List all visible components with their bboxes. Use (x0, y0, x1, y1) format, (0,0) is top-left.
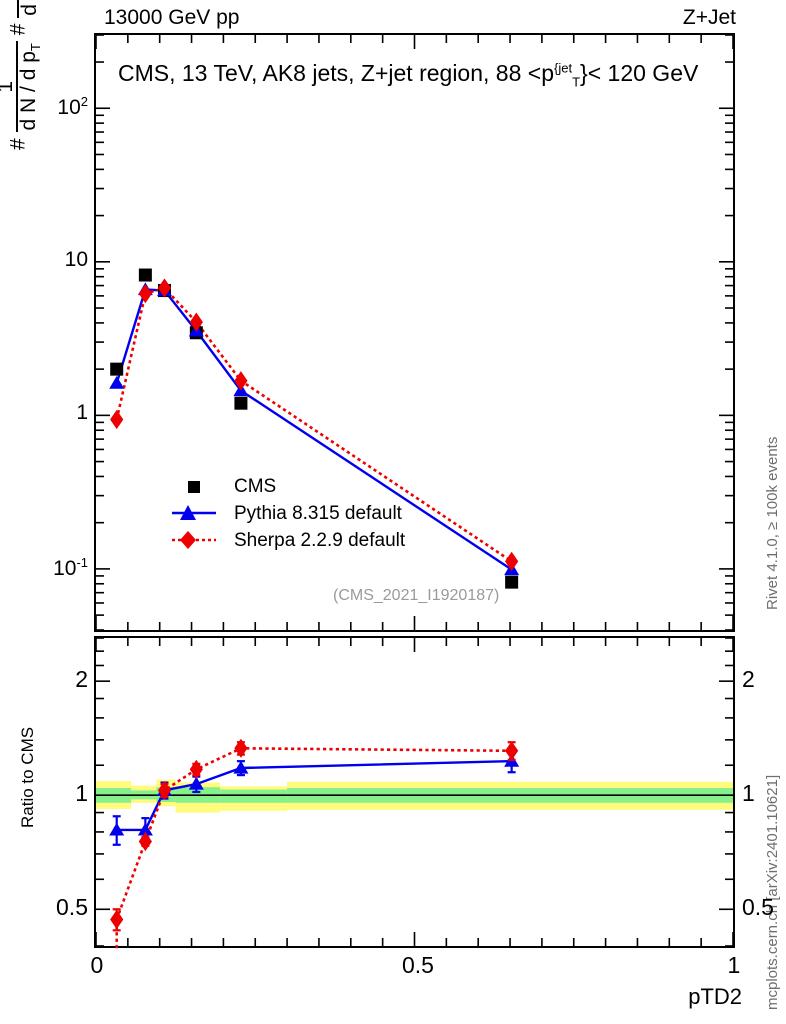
ratio-data-point-1-5 (505, 741, 519, 761)
y-tick-label-ratio-right-0: 2 (742, 666, 755, 693)
y-tick-label-ratio-right-1: 1 (742, 780, 755, 807)
y-tick-label-ratio-right-2: 0.5 (742, 894, 774, 921)
y-tick-label-ratio-left-2: 0.5 (56, 894, 88, 921)
plot-title: CMS, 13 TeV, AK8 jets, Z+jet region, 88 … (118, 60, 698, 90)
main-data-point-2-3 (189, 312, 203, 332)
ratio-green-band (220, 789, 288, 803)
main-series-line-2 (115, 286, 513, 563)
main-series-line-1 (115, 288, 513, 571)
ratio-data-point-1-1 (138, 831, 152, 852)
ratio-data-point-0-1 (137, 822, 153, 836)
ratio-series-line-1 (115, 746, 512, 920)
ratio-series-line-0 (116, 759, 512, 832)
legend-label-cms: CMS (234, 476, 277, 497)
ratio-data-point-0-3 (188, 776, 204, 790)
legend-label-sherpa: Sherpa 2.2.9 default (234, 530, 406, 551)
analysis-watermark: (CMS_2021_I1920187) (333, 587, 500, 604)
main-data-point-0-0 (110, 362, 124, 376)
x-tick-label-0: 0 (90, 952, 104, 978)
ratio-data-point-0-0 (109, 822, 125, 836)
ratio-data-point-0-4 (233, 760, 249, 774)
process-label: Z+Jet (682, 6, 736, 29)
x-tick-label-1: 0.5 (402, 952, 434, 978)
main-data-point-2-5 (505, 551, 519, 571)
main-data-point-0-1 (138, 268, 152, 282)
plot-title-sub: T (572, 74, 581, 90)
legend-marker-sherpa (172, 531, 216, 549)
main-data-point-2-4 (234, 371, 248, 391)
beam-energy-label: 13000 GeV pp (104, 6, 240, 29)
x-axis-title: pTD2 (688, 984, 742, 1009)
main-data-point-2-1 (138, 284, 152, 304)
ratio-data-point-1-3 (189, 759, 203, 779)
plot-title-tail: }< 120 GeV (580, 60, 699, 86)
legend-marker-cms (188, 481, 200, 493)
plot-title-sup: {jet (554, 60, 573, 76)
x-tick-label-2: 1 (727, 952, 741, 978)
main-data-point-0-5 (505, 575, 519, 589)
main-data-point-2-2 (157, 278, 172, 298)
main-data-point-0-4 (234, 396, 248, 410)
main-data-point-2-0 (110, 409, 124, 430)
y-tick-label-ratio-left-1: 1 (75, 780, 88, 807)
y-tick-label-main-1: 10 (64, 247, 88, 271)
legend-label-pythia: Pythia 8.315 default (234, 503, 402, 524)
main-data-point-1-0 (109, 375, 125, 389)
y-tick-label-ratio-left-0: 2 (75, 666, 88, 693)
ratio-data-point-1-4 (234, 738, 248, 758)
plot-title-main: CMS, 13 TeV, AK8 jets, Z+jet region, 88 … (118, 60, 554, 86)
legend-marker-pythia (172, 505, 216, 520)
ratio-data-point-1-2 (157, 780, 172, 800)
y-tick-label-main-0: 102 (57, 94, 88, 120)
y-tick-label-main-3: 10-1 (53, 554, 88, 580)
y-tick-label-main-2: 1 (76, 401, 88, 425)
